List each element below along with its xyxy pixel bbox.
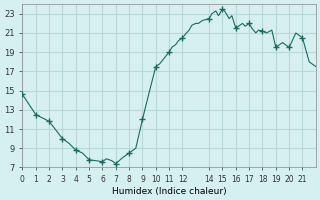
X-axis label: Humidex (Indice chaleur): Humidex (Indice chaleur) (112, 187, 227, 196)
